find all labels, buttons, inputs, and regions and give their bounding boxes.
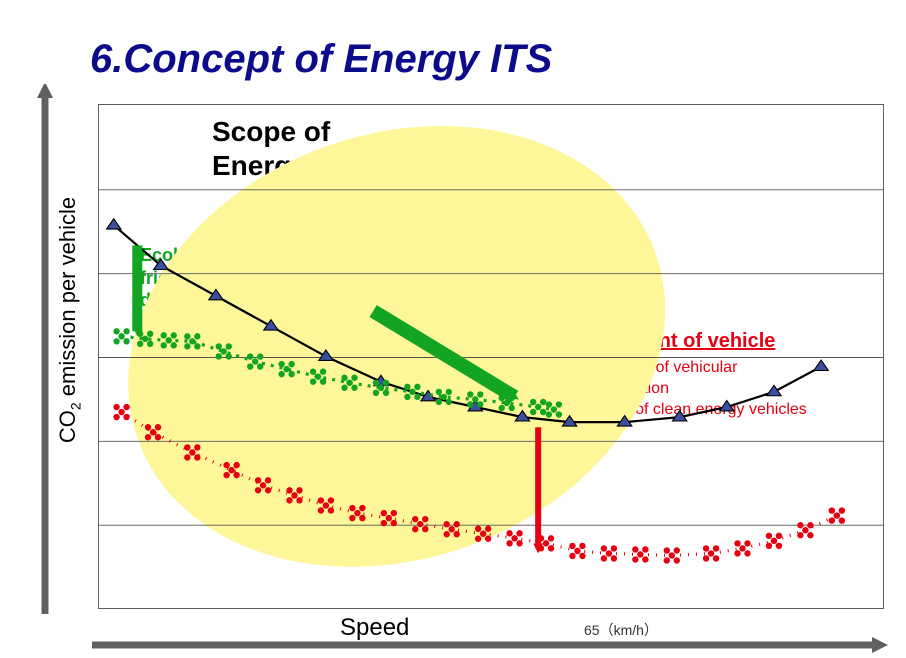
x-axis-arrow (90, 636, 890, 654)
page-title: 6.Concept of Energy ITS (90, 37, 552, 82)
chart (98, 104, 884, 609)
y-axis-arrow (30, 84, 60, 619)
